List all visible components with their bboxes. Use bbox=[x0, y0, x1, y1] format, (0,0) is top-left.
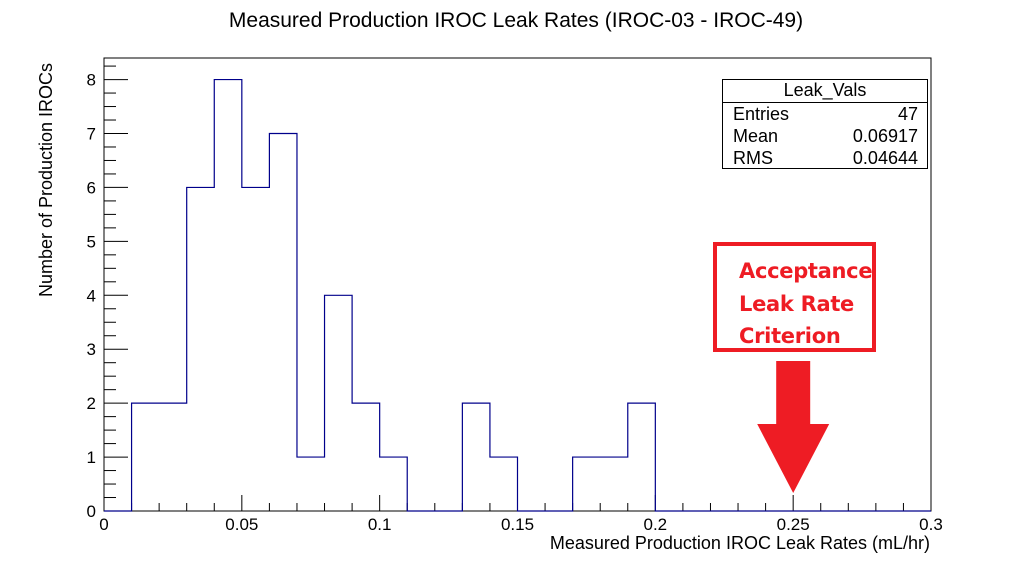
stats-row-entries: Entries 47 bbox=[723, 103, 927, 125]
y-tick-label: 1 bbox=[87, 448, 96, 467]
stats-box: Leak_Vals Entries 47 Mean 0.06917 RMS 0.… bbox=[722, 79, 928, 169]
x-tick-label: 0.15 bbox=[501, 515, 534, 534]
x-tick-label: 0 bbox=[99, 515, 108, 534]
acceptance-criterion-box: Acceptance Leak Rate Criterion bbox=[713, 242, 876, 352]
histogram-series-line bbox=[104, 78, 931, 512]
stats-value: 47 bbox=[897, 104, 918, 124]
stats-label: Mean bbox=[733, 126, 779, 146]
acceptance-arrow bbox=[757, 361, 830, 493]
x-tick-label: 0.1 bbox=[368, 515, 392, 534]
annotation-line: Leak Rate bbox=[739, 291, 854, 316]
chart-title: Measured Production IROC Leak Rates (IRO… bbox=[229, 9, 803, 32]
y-tick-label: 3 bbox=[87, 340, 96, 359]
x-tick-label: 0.3 bbox=[919, 515, 943, 534]
y-tick-label: 7 bbox=[87, 125, 96, 144]
y-tick-label: 5 bbox=[87, 232, 96, 251]
y-tick-label: 0 bbox=[87, 502, 96, 521]
stats-value: 0.06917 bbox=[852, 126, 918, 146]
stats-box-title: Leak_Vals bbox=[723, 80, 927, 103]
x-axis-label: Measured Production IROC Leak Rates (mL/… bbox=[550, 533, 930, 553]
stats-value: 0.04644 bbox=[852, 148, 918, 168]
annotation-line: Acceptance bbox=[739, 259, 873, 283]
y-tick-label: 4 bbox=[87, 286, 96, 305]
axis-tick-labels: 0 0.05 0.1 0.15 0.2 0.25 0.3 0 1 2 3 4 5 6 7 8 bbox=[87, 71, 943, 534]
x-tick-label: 0.2 bbox=[644, 515, 668, 534]
y-axis-label: Number of Production IROCs bbox=[36, 63, 56, 297]
y-tick-label: 6 bbox=[87, 178, 96, 197]
y-tick-label: 2 bbox=[87, 394, 96, 413]
stats-row-rms: RMS 0.04644 bbox=[723, 147, 927, 169]
y-tick-label: 8 bbox=[87, 71, 96, 90]
x-tick-label: 0.05 bbox=[225, 515, 258, 534]
annotation-line: Criterion bbox=[739, 324, 841, 348]
stats-row-mean: Mean 0.06917 bbox=[723, 125, 927, 147]
stats-label: RMS bbox=[733, 148, 773, 168]
stats-label: Entries bbox=[733, 104, 790, 124]
x-tick-label: 0.25 bbox=[777, 515, 810, 534]
